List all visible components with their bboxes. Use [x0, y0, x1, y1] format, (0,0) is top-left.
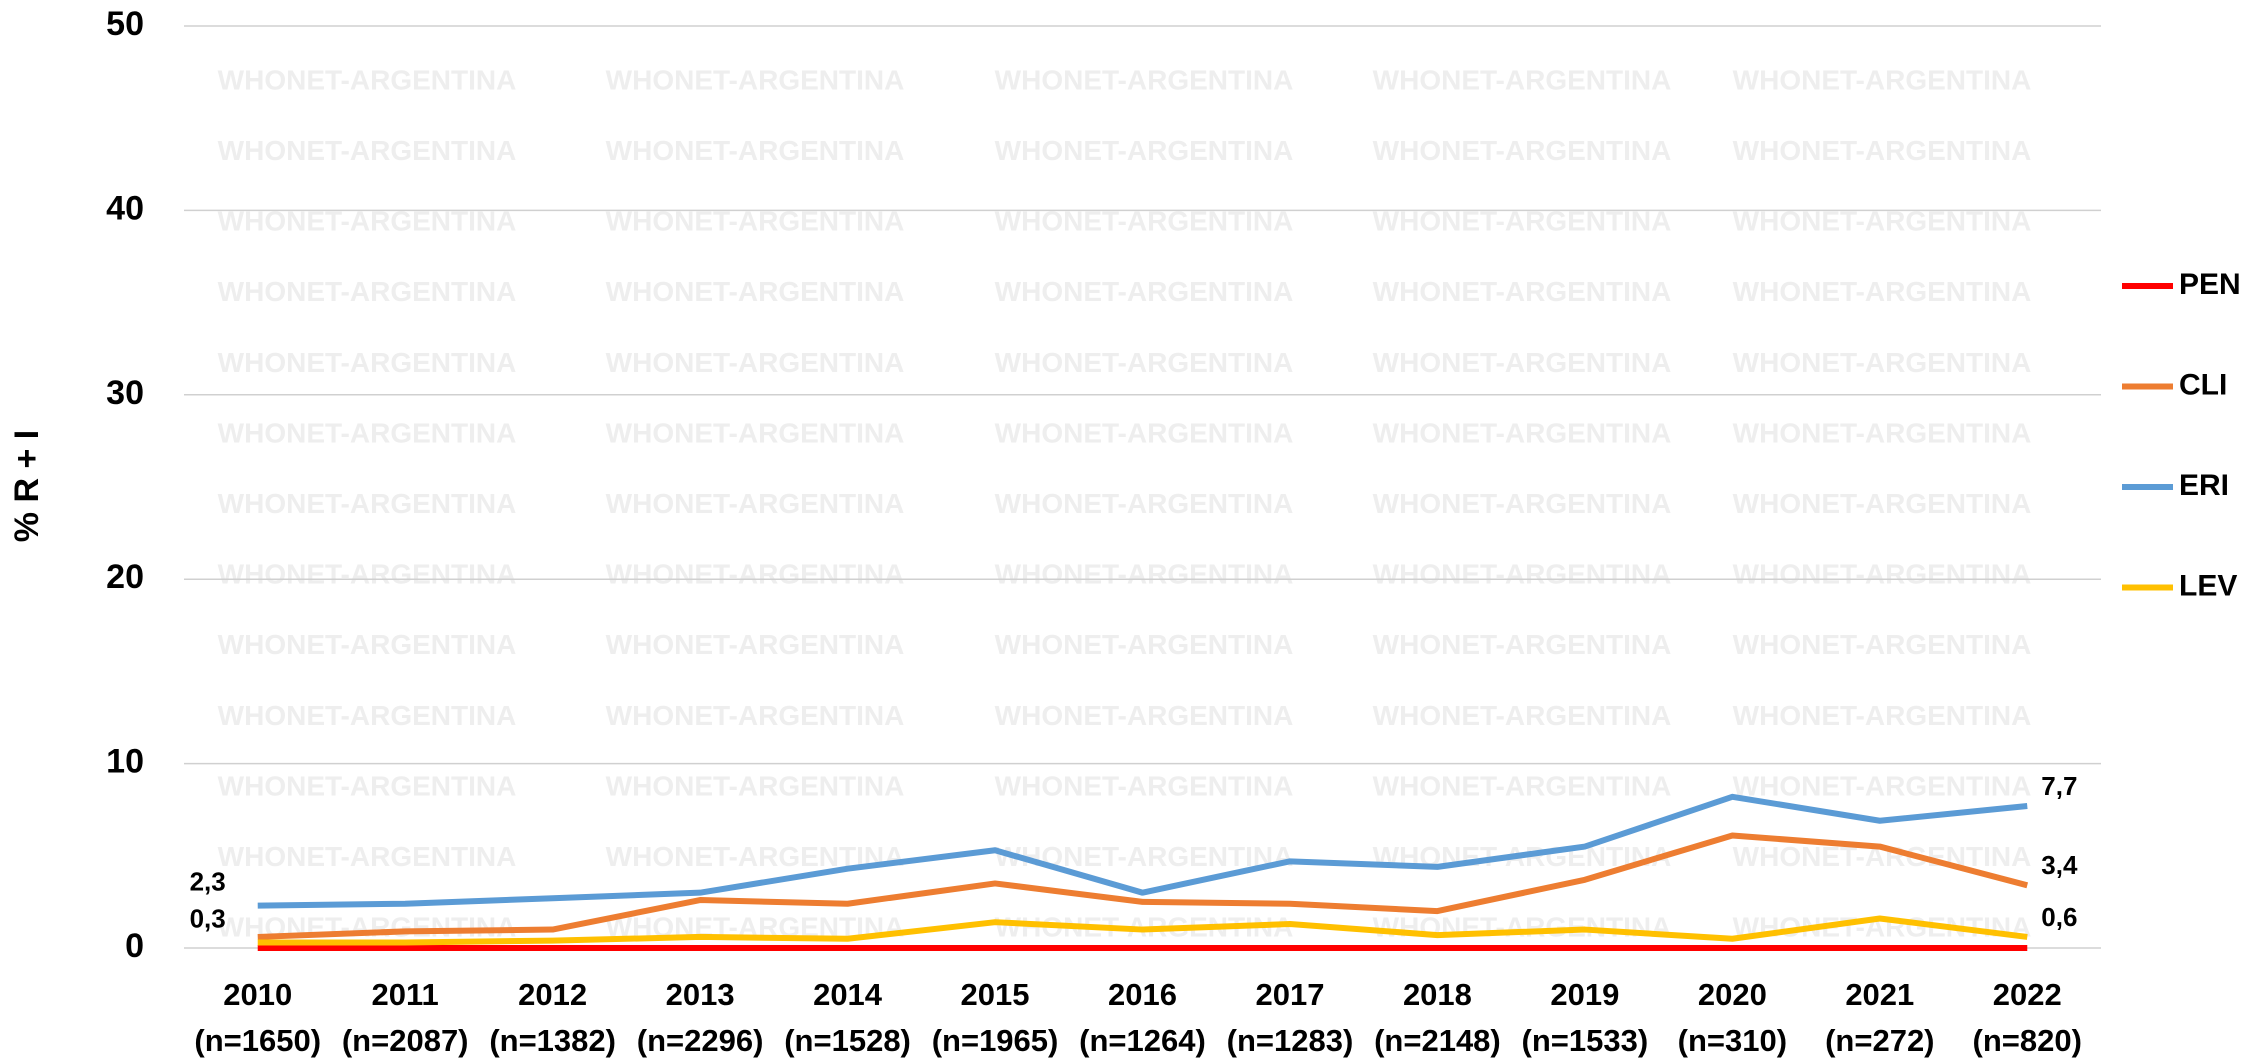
- x-tick-label: 2021: [1845, 977, 1914, 1012]
- watermark: WHONET-ARGENTINA: [1733, 488, 2032, 519]
- legend-label: LEV: [2179, 569, 2237, 602]
- watermark: WHONET-ARGENTINA: [218, 417, 517, 448]
- watermark: WHONET-ARGENTINA: [606, 700, 905, 731]
- x-tick-label: 2016: [1108, 977, 1177, 1012]
- data-label: 7,7: [2041, 771, 2077, 801]
- x-tick-sublabel: (n=1965): [932, 1023, 1059, 1058]
- watermark: WHONET-ARGENTINA: [1373, 276, 1672, 307]
- watermark: WHONET-ARGENTINA: [995, 559, 1294, 590]
- watermark: WHONET-ARGENTINA: [606, 770, 905, 801]
- watermark: WHONET-ARGENTINA: [1373, 64, 1672, 95]
- watermark: WHONET-ARGENTINA: [218, 559, 517, 590]
- legend-label: PEN: [2179, 268, 2241, 301]
- y-tick-label: 20: [106, 558, 144, 596]
- data-label: 2,3: [190, 866, 226, 896]
- x-tick-label: 2012: [518, 977, 587, 1012]
- x-tick-label: 2017: [1255, 977, 1324, 1012]
- watermark: WHONET-ARGENTINA: [1733, 276, 2032, 307]
- watermark: WHONET-ARGENTINA: [1373, 347, 1672, 378]
- watermark: WHONET-ARGENTINA: [218, 629, 517, 660]
- x-tick-label: 2018: [1403, 977, 1472, 1012]
- watermark: WHONET-ARGENTINA: [1373, 488, 1672, 519]
- watermark: WHONET-ARGENTINA: [995, 135, 1294, 166]
- watermark: WHONET-ARGENTINA: [1373, 417, 1672, 448]
- watermark: WHONET-ARGENTINA: [1373, 770, 1672, 801]
- watermark: WHONET-ARGENTINA: [1373, 700, 1672, 731]
- x-tick-sublabel: (n=2148): [1374, 1023, 1501, 1058]
- x-tick-sublabel: (n=1650): [194, 1023, 321, 1058]
- watermark: WHONET-ARGENTINA: [995, 700, 1294, 731]
- data-label: 0,6: [2041, 902, 2077, 932]
- watermark: WHONET-ARGENTINA: [218, 64, 517, 95]
- data-label: 0,3: [190, 903, 226, 933]
- watermark: WHONET-ARGENTINA: [218, 770, 517, 801]
- watermark: WHONET-ARGENTINA: [606, 488, 905, 519]
- watermark: WHONET-ARGENTINA: [1373, 559, 1672, 590]
- series-line: [257, 915, 2028, 946]
- legend-label: ERI: [2179, 469, 2229, 502]
- watermark: WHONET-ARGENTINA: [606, 629, 905, 660]
- x-tick-label: 2014: [813, 977, 883, 1012]
- x-tick-label: 2019: [1550, 977, 1619, 1012]
- watermark: WHONET-ARGENTINA: [995, 276, 1294, 307]
- watermark: WHONET-ARGENTINA: [218, 347, 517, 378]
- y-tick-label: 0: [125, 927, 144, 965]
- series-line: [257, 793, 2028, 909]
- watermark: WHONET-ARGENTINA: [995, 629, 1294, 660]
- x-tick-label: 2013: [666, 977, 735, 1012]
- x-tick-sublabel: (n=1382): [489, 1023, 616, 1058]
- watermark: WHONET-ARGENTINA: [218, 488, 517, 519]
- watermark: WHONET-ARGENTINA: [1733, 417, 2032, 448]
- watermark: WHONET-ARGENTINA: [218, 700, 517, 731]
- watermark: WHONET-ARGENTINA: [1733, 629, 2032, 660]
- watermark: WHONET-ARGENTINA: [995, 488, 1294, 519]
- watermark-layer: WHONET-ARGENTINA WHONET-ARGENTINA WHONET-A…: [218, 64, 2032, 942]
- x-tick-sublabel: (n=1283): [1227, 1023, 1354, 1058]
- watermark: WHONET-ARGENTINA: [1733, 347, 2032, 378]
- x-tick-sublabel: (n=1264): [1079, 1023, 1206, 1058]
- watermark: WHONET-ARGENTINA: [606, 347, 905, 378]
- x-tick-label: 2022: [1993, 977, 2062, 1012]
- watermark: WHONET-ARGENTINA: [1733, 559, 2032, 590]
- watermark: WHONET-ARGENTINA: [995, 64, 1294, 95]
- watermark: WHONET-ARGENTINA: [1733, 770, 2032, 801]
- watermark: WHONET-ARGENTINA: [218, 276, 517, 307]
- x-tick-sublabel: (n=820): [1973, 1023, 2082, 1058]
- watermark: WHONET-ARGENTINA: [1373, 629, 1672, 660]
- x-tick-sublabel: (n=2296): [637, 1023, 764, 1058]
- watermark: WHONET-ARGENTINA: [606, 417, 905, 448]
- watermark: WHONET-ARGENTINA: [606, 135, 905, 166]
- y-tick-label: 30: [106, 374, 144, 412]
- y-tick-label: 50: [106, 5, 144, 43]
- x-tick-label: 2020: [1698, 977, 1767, 1012]
- watermark: WHONET-ARGENTINA: [995, 347, 1294, 378]
- watermark: WHONET-ARGENTINA: [218, 841, 517, 872]
- series-line: [257, 832, 2029, 940]
- y-tick-label: 40: [106, 189, 144, 227]
- x-tick-label: 2015: [961, 977, 1030, 1012]
- watermark: WHONET-ARGENTINA: [606, 64, 905, 95]
- x-tick-sublabel: (n=1528): [784, 1023, 911, 1058]
- watermark: WHONET-ARGENTINA: [1733, 135, 2032, 166]
- data-label: 3,4: [2041, 850, 2078, 880]
- watermark: WHONET-ARGENTINA: [1733, 64, 2032, 95]
- watermark: WHONET-ARGENTINA: [606, 559, 905, 590]
- watermark: WHONET-ARGENTINA: [1373, 135, 1672, 166]
- x-tick-sublabel: (n=310): [1678, 1023, 1787, 1058]
- x-tick-label: 2010: [223, 977, 292, 1012]
- watermark: WHONET-ARGENTINA: [606, 276, 905, 307]
- x-tick-sublabel: (n=2087): [342, 1023, 469, 1058]
- legend-label: CLI: [2179, 368, 2227, 401]
- y-tick-label: 10: [106, 743, 144, 781]
- watermark: WHONET-ARGENTINA: [1373, 912, 1672, 943]
- watermark: WHONET-ARGENTINA: [218, 135, 517, 166]
- watermark: WHONET-ARGENTINA: [995, 770, 1294, 801]
- x-tick-label: 2011: [372, 977, 439, 1012]
- y-axis-label: % R + I: [8, 430, 46, 542]
- x-tick-sublabel: (n=272): [1825, 1023, 1934, 1058]
- x-tick-sublabel: (n=1533): [1522, 1023, 1649, 1058]
- watermark: WHONET-ARGENTINA: [995, 417, 1294, 448]
- watermark: WHONET-ARGENTINA: [1733, 700, 2032, 731]
